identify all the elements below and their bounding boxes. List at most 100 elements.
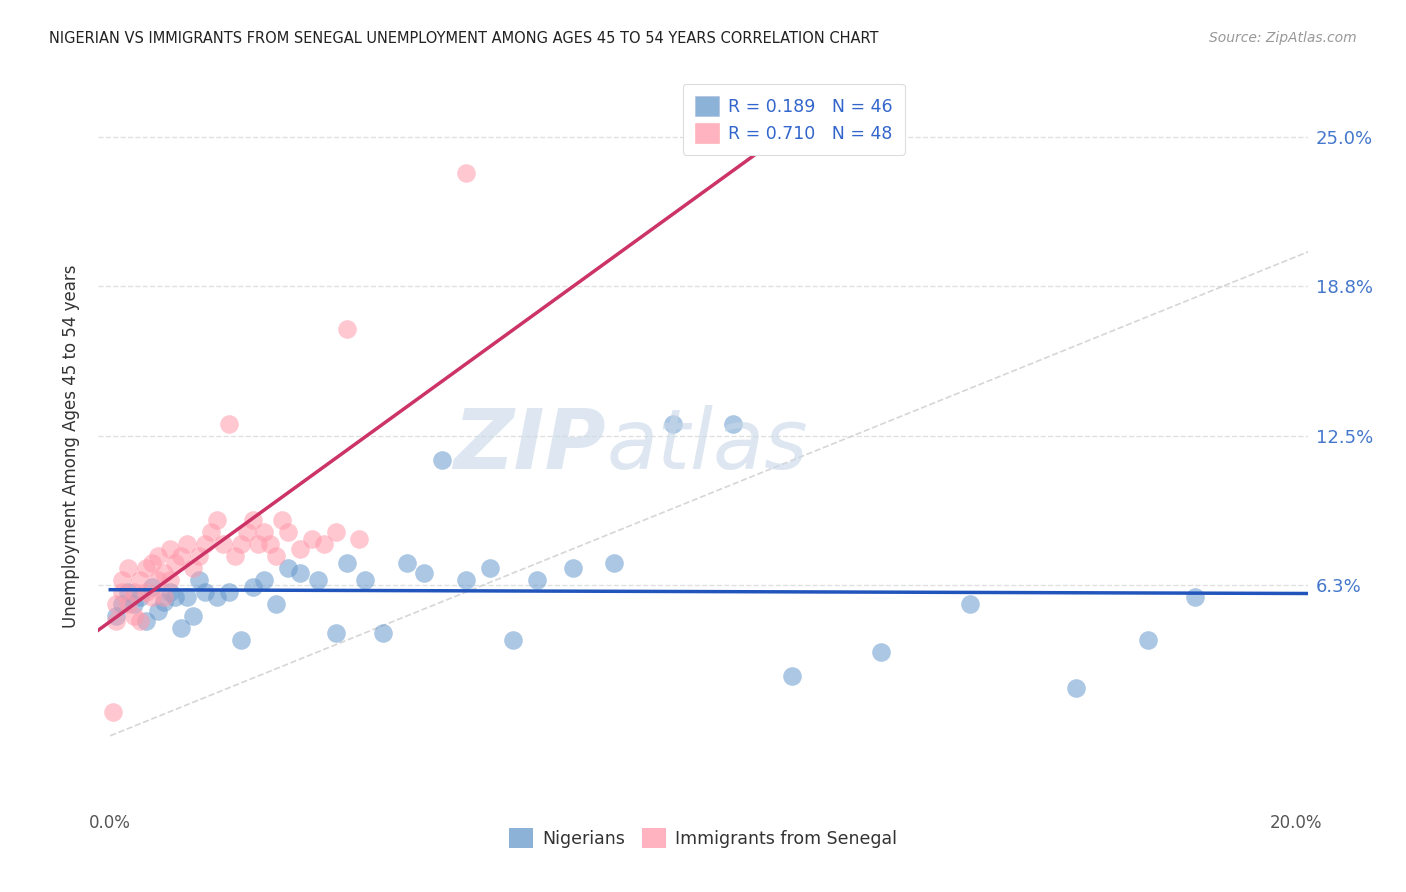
- Point: [135, 614, 157, 628]
- Point: [277, 525, 299, 540]
- Point: [218, 585, 240, 599]
- Point: [242, 513, 264, 527]
- Point: [354, 573, 377, 587]
- Point: [259, 537, 281, 551]
- Point: [959, 597, 981, 611]
- Point: [135, 585, 157, 599]
- Point: [122, 585, 145, 599]
- Point: [111, 573, 134, 587]
- Point: [1066, 681, 1088, 695]
- Point: [159, 541, 181, 556]
- Point: [721, 417, 744, 432]
- Point: [176, 590, 198, 604]
- Point: [111, 597, 134, 611]
- Text: ZIP: ZIP: [454, 406, 606, 486]
- Point: [146, 549, 169, 563]
- Point: [117, 561, 139, 575]
- Point: [170, 621, 193, 635]
- Point: [105, 597, 128, 611]
- Point: [1136, 632, 1159, 647]
- Point: [212, 537, 235, 551]
- Point: [502, 632, 524, 647]
- Point: [146, 604, 169, 618]
- Point: [301, 533, 323, 547]
- Point: [165, 557, 187, 571]
- Point: [224, 549, 246, 563]
- Point: [780, 669, 803, 683]
- Point: [325, 525, 347, 540]
- Point: [181, 561, 204, 575]
- Point: [478, 561, 501, 575]
- Point: [117, 585, 139, 599]
- Point: [188, 573, 211, 587]
- Point: [271, 513, 294, 527]
- Point: [111, 585, 134, 599]
- Point: [170, 549, 193, 563]
- Point: [152, 590, 174, 604]
- Point: [253, 525, 276, 540]
- Point: [129, 614, 152, 628]
- Point: [277, 561, 299, 575]
- Point: [152, 566, 174, 580]
- Point: [526, 573, 548, 587]
- Point: [205, 590, 228, 604]
- Point: [229, 537, 252, 551]
- Point: [141, 580, 163, 594]
- Point: [200, 525, 222, 540]
- Point: [264, 549, 287, 563]
- Point: [194, 585, 217, 599]
- Point: [152, 594, 174, 608]
- Point: [395, 557, 418, 571]
- Point: [312, 537, 335, 551]
- Point: [454, 573, 477, 587]
- Text: Source: ZipAtlas.com: Source: ZipAtlas.com: [1209, 31, 1357, 45]
- Point: [371, 625, 394, 640]
- Point: [159, 573, 181, 587]
- Point: [307, 573, 329, 587]
- Y-axis label: Unemployment Among Ages 45 to 54 years: Unemployment Among Ages 45 to 54 years: [62, 264, 80, 628]
- Point: [235, 525, 257, 540]
- Point: [135, 561, 157, 575]
- Point: [247, 537, 270, 551]
- Point: [129, 590, 152, 604]
- Point: [146, 573, 169, 587]
- Point: [159, 585, 181, 599]
- Point: [869, 645, 891, 659]
- Point: [105, 609, 128, 624]
- Point: [603, 557, 626, 571]
- Point: [561, 561, 583, 575]
- Point: [325, 625, 347, 640]
- Point: [413, 566, 436, 580]
- Point: [205, 513, 228, 527]
- Point: [454, 166, 477, 180]
- Point: [253, 573, 276, 587]
- Point: [229, 632, 252, 647]
- Point: [122, 597, 145, 611]
- Point: [181, 609, 204, 624]
- Point: [141, 557, 163, 571]
- Point: [165, 590, 187, 604]
- Point: [194, 537, 217, 551]
- Point: [264, 597, 287, 611]
- Point: [336, 557, 359, 571]
- Point: [188, 549, 211, 563]
- Point: [662, 417, 685, 432]
- Legend: Nigerians, Immigrants from Senegal: Nigerians, Immigrants from Senegal: [502, 821, 904, 855]
- Point: [117, 597, 139, 611]
- Point: [288, 541, 311, 556]
- Point: [1184, 590, 1206, 604]
- Point: [242, 580, 264, 594]
- Point: [432, 453, 454, 467]
- Point: [218, 417, 240, 432]
- Point: [141, 590, 163, 604]
- Point: [288, 566, 311, 580]
- Point: [105, 614, 128, 628]
- Text: NIGERIAN VS IMMIGRANTS FROM SENEGAL UNEMPLOYMENT AMONG AGES 45 TO 54 YEARS CORRE: NIGERIAN VS IMMIGRANTS FROM SENEGAL UNEM…: [49, 31, 879, 46]
- Point: [336, 321, 359, 335]
- Text: atlas: atlas: [606, 406, 808, 486]
- Point: [347, 533, 370, 547]
- Point: [129, 573, 152, 587]
- Point: [122, 609, 145, 624]
- Point: [176, 537, 198, 551]
- Point: [103, 705, 125, 719]
